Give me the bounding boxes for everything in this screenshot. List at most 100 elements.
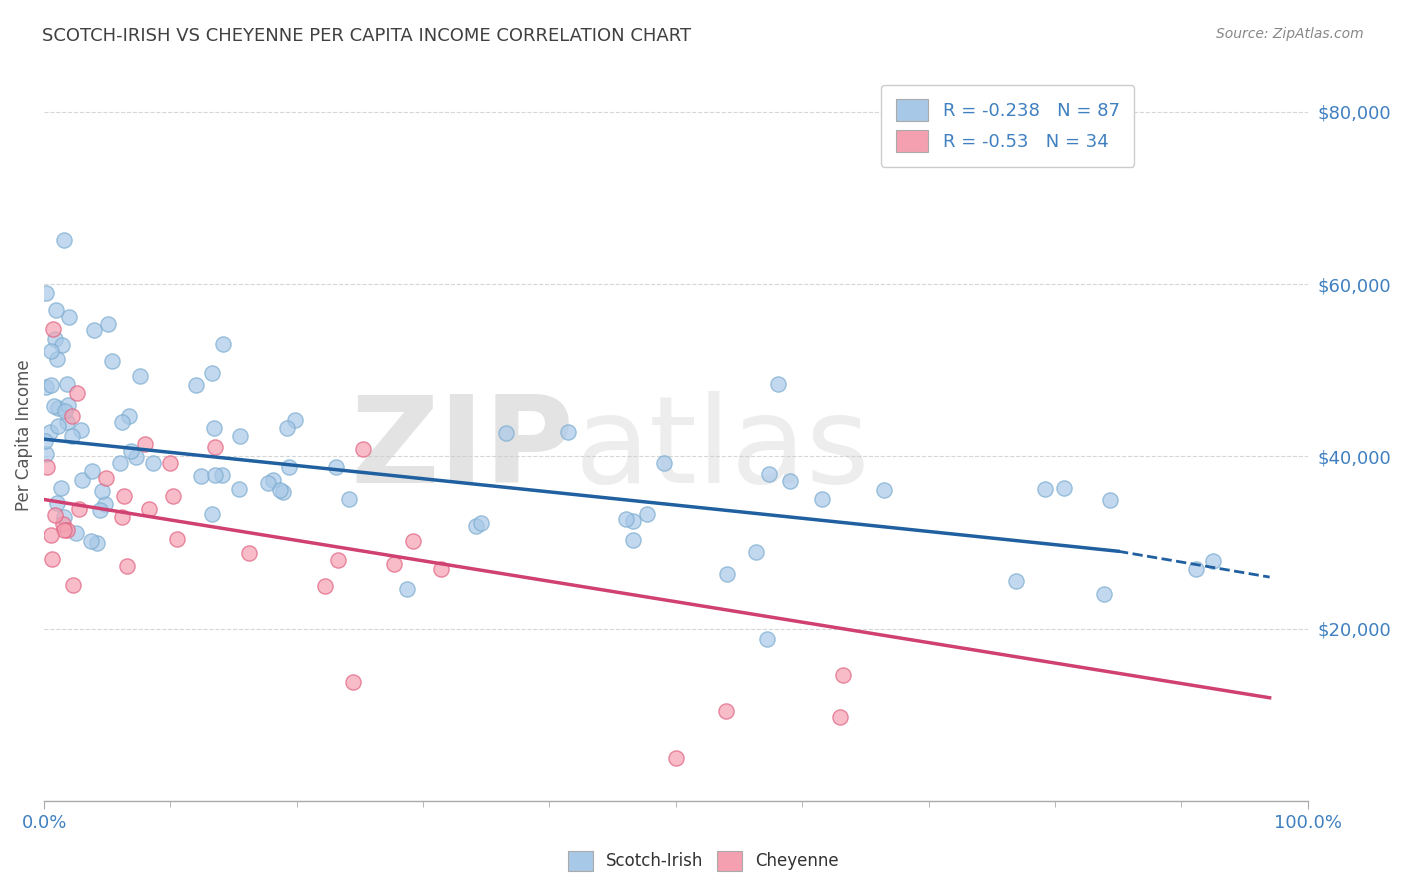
Point <box>201 507 224 521</box>
Point <box>779 474 801 488</box>
Point <box>212 337 235 351</box>
Point <box>201 367 224 381</box>
Point <box>80 534 103 549</box>
Point <box>115 559 138 574</box>
Point <box>51 482 73 496</box>
Point <box>34 434 56 448</box>
Text: atlas: atlas <box>575 391 870 508</box>
Point <box>1005 574 1028 589</box>
Point <box>41 552 63 566</box>
Point <box>745 545 768 559</box>
Point <box>283 412 305 426</box>
Point <box>41 377 63 392</box>
Point <box>42 399 65 413</box>
Point <box>470 516 492 531</box>
Point <box>1184 562 1206 576</box>
Point <box>716 567 738 582</box>
Point <box>97 317 120 331</box>
Point <box>873 483 896 498</box>
Point <box>56 398 79 412</box>
Point <box>1033 482 1056 496</box>
Point <box>86 536 108 550</box>
Point <box>766 376 789 391</box>
Point <box>82 464 104 478</box>
Point <box>1099 493 1122 508</box>
Point <box>830 710 852 724</box>
Point <box>35 447 58 461</box>
Point <box>112 490 135 504</box>
Point <box>256 476 278 491</box>
Text: Source: ZipAtlas.com: Source: ZipAtlas.com <box>1216 27 1364 41</box>
Point <box>1092 587 1115 601</box>
Point <box>758 467 780 481</box>
Point <box>211 467 233 482</box>
Point <box>60 428 83 442</box>
Point <box>134 437 156 451</box>
Point <box>44 333 66 347</box>
Point <box>238 546 260 560</box>
Point <box>62 578 84 592</box>
Point <box>45 496 67 510</box>
Point <box>314 579 336 593</box>
Point <box>52 233 75 247</box>
Point <box>56 415 79 429</box>
Point <box>186 377 208 392</box>
Point <box>278 460 301 475</box>
Point <box>621 514 644 528</box>
Point <box>714 705 737 719</box>
Text: ZIP: ZIP <box>352 391 575 508</box>
Point <box>39 527 62 541</box>
Point <box>395 582 418 596</box>
Point <box>35 380 58 394</box>
Point <box>94 471 117 485</box>
Point <box>1202 554 1225 568</box>
Point <box>614 512 637 526</box>
Point <box>51 337 73 351</box>
Point <box>111 509 134 524</box>
Point <box>70 423 93 437</box>
Point <box>37 460 59 475</box>
Point <box>89 503 111 517</box>
Point <box>46 401 69 416</box>
Point <box>91 483 114 498</box>
Point <box>652 456 675 470</box>
Point <box>44 508 66 522</box>
Point <box>111 416 134 430</box>
Point <box>56 376 79 391</box>
Y-axis label: Per Capita Income: Per Capita Income <box>15 359 32 511</box>
Point <box>621 533 644 547</box>
Point <box>342 675 364 690</box>
Point <box>41 322 63 336</box>
Point <box>202 420 225 434</box>
Point <box>831 668 853 682</box>
Point <box>229 429 252 443</box>
Point <box>204 468 226 483</box>
Point <box>402 534 425 549</box>
Point <box>65 526 87 541</box>
Point <box>756 632 779 646</box>
Point <box>142 456 165 470</box>
Point <box>325 459 347 474</box>
Point <box>44 303 66 318</box>
Point <box>204 440 226 454</box>
Point <box>53 510 76 524</box>
Point <box>429 561 451 575</box>
Point <box>811 492 834 507</box>
Legend: Scotch-Irish, Cheyenne: Scotch-Irish, Cheyenne <box>560 842 846 880</box>
Point <box>190 469 212 483</box>
Point <box>56 523 79 537</box>
Point <box>166 532 188 546</box>
Point <box>162 489 184 503</box>
Point <box>45 351 67 366</box>
Point <box>52 516 75 531</box>
Point <box>35 285 58 300</box>
Point <box>118 409 141 423</box>
Point <box>138 502 160 516</box>
Point <box>66 386 89 401</box>
Point <box>269 483 291 498</box>
Point <box>39 343 62 358</box>
Point <box>108 456 131 470</box>
Point <box>1053 481 1076 495</box>
Point <box>352 442 374 457</box>
Point <box>83 323 105 337</box>
